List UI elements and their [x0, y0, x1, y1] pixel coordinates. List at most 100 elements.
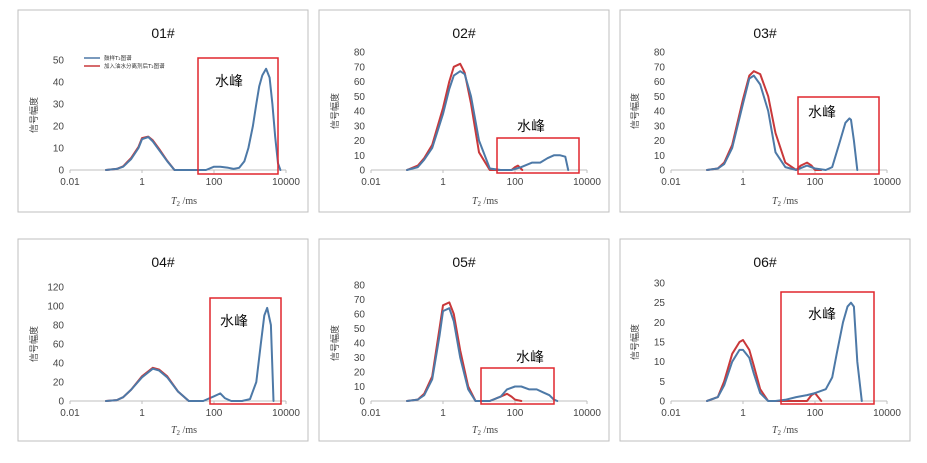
water-peak-box: [496, 137, 580, 174]
series-line-original: [105, 67, 282, 171]
chart-panel-5: 05# 0 10 20 30 40 50 60 70 80 0.01 1 100 10000 信号幅度 T2 …: [318, 238, 610, 442]
y-tick-label: 25: [654, 298, 666, 309]
y-tick-label: 70: [354, 62, 366, 73]
y-tick-label: 100: [47, 302, 64, 313]
x-tick-label: 10000: [873, 408, 901, 419]
y-tick-label: 0: [659, 166, 665, 177]
x-tick-label: 10000: [272, 408, 300, 419]
y-tick-label: 20: [354, 368, 366, 379]
y-tick-label: 40: [53, 359, 65, 370]
y-tick-label: 80: [354, 48, 366, 59]
y-tick-label: 60: [654, 77, 666, 88]
x-tick-label: 10000: [573, 408, 601, 419]
series-line-original: [706, 301, 863, 402]
y-tick-label: 60: [354, 310, 366, 321]
y-tick-label: 15: [654, 338, 666, 349]
chart-title: 03#: [753, 25, 777, 41]
y-tick-label: 0: [58, 397, 64, 408]
x-tick-label: 100: [807, 408, 824, 419]
legend-entry: 鼓样T₂图谱: [104, 54, 132, 62]
y-axis-label: 信号幅度: [629, 324, 641, 360]
x-tick-label: 1: [740, 177, 746, 188]
x-tick-label: 10000: [573, 177, 601, 188]
x-tick-label: 100: [206, 408, 223, 419]
y-tick-label: 0: [359, 166, 365, 177]
y-tick-label: 80: [53, 321, 65, 332]
panel-frame: [619, 238, 911, 442]
water-peak-annotation: 水峰: [808, 307, 836, 323]
water-peak-box: [197, 57, 279, 175]
legend-entry: 加入油水分离剂后T₂图谱: [104, 62, 165, 70]
y-tick-label: 10: [354, 382, 366, 393]
x-tick-label: 1: [440, 408, 446, 419]
y-tick-label: 40: [53, 78, 65, 89]
x-axis-label: T2 /ms: [472, 196, 498, 208]
x-tick-label: 1: [740, 408, 746, 419]
y-tick-label: 20: [53, 122, 65, 133]
y-axis-label: 信号幅度: [629, 93, 641, 129]
water-peak-annotation: 水峰: [517, 119, 545, 135]
x-tick-label: 0.01: [661, 408, 681, 419]
panel-frame: [17, 238, 309, 442]
y-tick-label: 60: [53, 340, 65, 351]
y-tick-label: 10: [354, 151, 366, 162]
water-peak-box: [480, 367, 555, 405]
y-tick-label: 0: [58, 166, 64, 177]
chart-panel-6: 06# 0 5 10 15 20 25 30 0.01 1 100 10000 信号幅度 T2 /ms 水峰: [619, 238, 911, 442]
water-peak-annotation: 水峰: [220, 314, 248, 330]
x-tick-label: 10000: [272, 177, 300, 188]
y-tick-label: 0: [359, 397, 365, 408]
chart-title: 05#: [452, 254, 476, 270]
x-tick-label: 100: [206, 177, 223, 188]
y-tick-label: 40: [654, 107, 666, 118]
panel-frame: [318, 9, 610, 213]
panel-frame: [318, 238, 610, 442]
y-tick-label: 50: [354, 92, 366, 103]
y-tick-label: 50: [654, 92, 666, 103]
water-peak-annotation: 水峰: [516, 350, 544, 366]
x-tick-label: 100: [507, 408, 524, 419]
chart-panel-3: 03# 0 10 20 30 40 50 60 70 80 0.01 1 100 10000 信号幅度 T2 …: [619, 9, 911, 213]
chart-panel-1: 01# 0 10 20 30 40 50 0.01 1 100 10000 信号幅度 T2 /ms 水峰 鼓…: [17, 9, 309, 213]
water-peak-box: [780, 291, 875, 405]
chart-title: 04#: [151, 254, 175, 270]
water-peak-box: [209, 297, 282, 405]
x-tick-label: 100: [807, 177, 824, 188]
y-tick-label: 20: [53, 378, 65, 389]
y-tick-label: 20: [354, 136, 366, 147]
chart-panel-2: 02# 0 10 20 30 40 50 60 70 80 0.01 1 100 10000 信号幅度 T2 …: [318, 9, 610, 213]
y-axis-label: 信号幅度: [329, 325, 341, 361]
y-tick-label: 10: [654, 151, 666, 162]
x-tick-label: 0.01: [361, 177, 381, 188]
series-line-separated: [706, 339, 823, 402]
y-axis-label: 信号幅度: [329, 93, 341, 129]
series-line-original: [706, 74, 859, 171]
y-axis-label: 信号幅度: [28, 97, 40, 133]
series-line-original: [105, 306, 275, 402]
y-tick-label: 20: [654, 318, 666, 329]
y-tick-label: 10: [53, 144, 65, 155]
series-line-original: [406, 70, 570, 171]
y-tick-label: 5: [659, 377, 665, 388]
y-tick-label: 40: [354, 339, 366, 350]
chart-panel-4: 04# 0 20 40 60 80 100 120 0.01 1 100 10000 信号幅度 T2 /m…: [17, 238, 309, 442]
x-tick-label: 0.01: [361, 408, 381, 419]
y-tick-label: 70: [654, 62, 666, 73]
y-tick-label: 30: [654, 279, 666, 290]
series-line-separated: [706, 70, 823, 171]
y-tick-label: 80: [354, 281, 366, 292]
y-tick-label: 80: [654, 48, 666, 59]
y-tick-label: 20: [654, 136, 666, 147]
chart-title: 01#: [151, 25, 175, 41]
panel-frame: [619, 9, 911, 213]
x-axis-label: T2 /ms: [171, 425, 197, 437]
y-tick-label: 50: [354, 324, 366, 335]
y-tick-label: 10: [654, 357, 666, 368]
panel-frame: [17, 9, 309, 213]
y-axis-label: 信号幅度: [28, 326, 40, 362]
y-tick-label: 0: [659, 397, 665, 408]
y-tick-label: 120: [47, 283, 64, 294]
x-tick-label: 10000: [873, 177, 901, 188]
